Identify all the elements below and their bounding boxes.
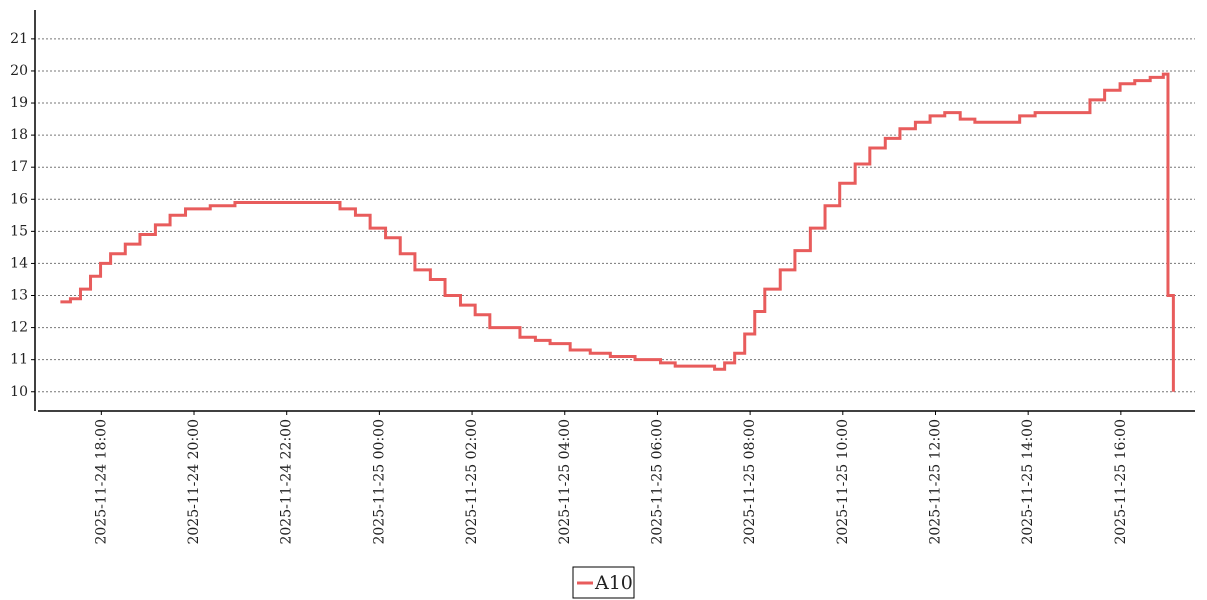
y-tick-label: 12 xyxy=(10,320,28,336)
x-tick-label: 2025-11-24 18:00 xyxy=(93,419,109,545)
y-tick-label: 14 xyxy=(10,255,28,271)
x-tick-label: 2025-11-25 16:00 xyxy=(1113,419,1129,545)
x-tick-label: 2025-11-25 14:00 xyxy=(1020,419,1036,545)
x-tick-label: 2025-11-25 10:00 xyxy=(835,419,851,545)
y-tick-label: 17 xyxy=(10,159,28,175)
x-tick-label: 2025-11-25 00:00 xyxy=(371,419,387,545)
y-tick-label: 15 xyxy=(10,223,28,239)
x-tick-label: 2025-11-25 02:00 xyxy=(464,419,480,545)
line-series xyxy=(60,72,1175,392)
y-tick-label: 10 xyxy=(10,384,28,400)
y-tick-label: 16 xyxy=(10,191,28,207)
y-tick-label: 20 xyxy=(10,63,28,79)
x-tick-label: 2025-11-24 20:00 xyxy=(186,419,202,545)
x-tick-label: 2025-11-25 04:00 xyxy=(557,419,573,545)
y-tick-label: 21 xyxy=(10,31,28,47)
y-tick-label: 13 xyxy=(10,288,28,304)
x-tick-label: 2025-11-24 22:00 xyxy=(279,419,295,545)
x-tick-label: 2025-11-25 06:00 xyxy=(649,419,665,545)
y-tick-label: 11 xyxy=(10,352,28,368)
y-tick-label: 19 xyxy=(10,95,28,111)
legend: A10 xyxy=(572,566,635,599)
y-tick-label: 18 xyxy=(10,127,28,143)
x-tick-label: 2025-11-25 08:00 xyxy=(742,419,758,545)
x-tick-label: 2025-11-25 12:00 xyxy=(927,419,943,545)
legend-label: A10 xyxy=(594,572,633,594)
